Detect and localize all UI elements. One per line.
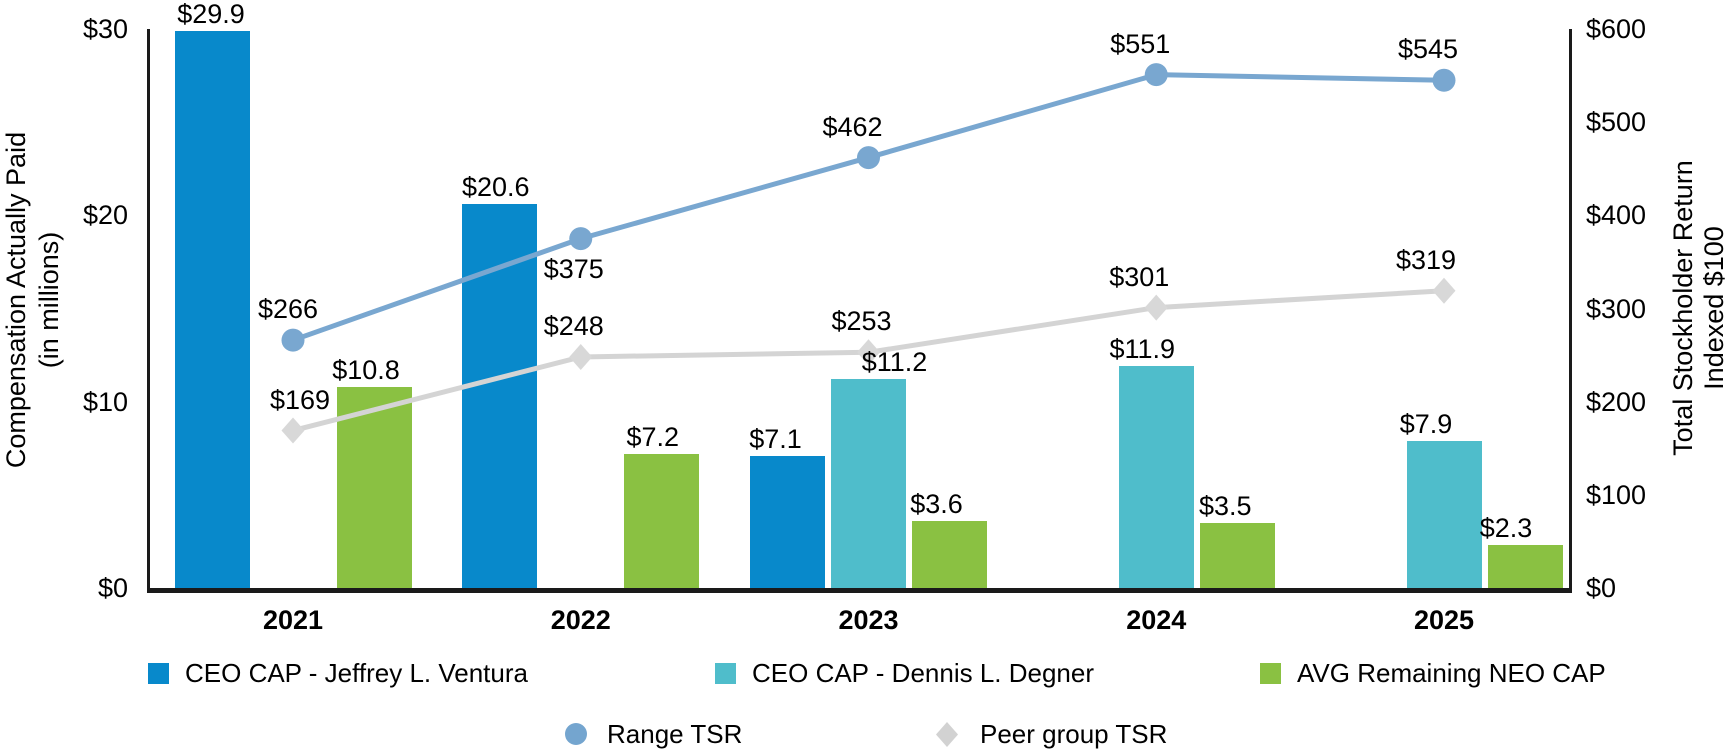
bar	[1487, 545, 1563, 588]
left-axis-tick-label: $10	[82, 386, 128, 417]
line-value-label: $545	[1397, 34, 1459, 65]
bar-value-label: $7.2	[626, 421, 680, 452]
line-value-label: $248	[543, 310, 604, 341]
legend-square-swatch	[1260, 662, 1281, 684]
right-axis-tick-label: $500	[1586, 107, 1647, 138]
bar-value-label: $11.2	[861, 347, 928, 378]
right-axis-tick-label: $400	[1586, 200, 1647, 231]
legend-square-swatch	[148, 662, 169, 684]
bar	[624, 453, 700, 588]
line-value-label: $253	[831, 306, 892, 337]
legend-label: CEO CAP - Jeffrey L. Ventura	[185, 658, 528, 688]
left-axis-tick-label: $20	[82, 200, 128, 231]
left-axis-tick-label: $0	[97, 573, 128, 603]
bar-value-label: $3.6	[910, 488, 963, 519]
bar-value-label: $10.8	[332, 354, 400, 385]
right-axis-tick-label: $600	[1586, 14, 1647, 44]
legend-diamond-marker-icon	[936, 721, 958, 747]
circle-marker	[857, 146, 880, 170]
bar-value-label: $3.5	[1198, 490, 1252, 521]
diamond-marker	[281, 417, 305, 444]
line-value-label: $169	[269, 384, 331, 415]
left-axis-tick-label: $30	[82, 14, 128, 44]
bar	[1118, 366, 1194, 588]
right-axis-title-line1: Total Stockholder Return	[1668, 160, 1698, 456]
bar	[750, 455, 825, 588]
right-axis-tick-label: $100	[1586, 479, 1647, 510]
legend-item-bar-series: CEO CAP - Jeffrey L. Ventura	[148, 652, 528, 694]
legend-item-line-series: Peer group TSR	[936, 713, 1167, 752]
bar-value-label: $7.9	[1399, 408, 1453, 439]
legend-label: Peer group TSR	[980, 719, 1168, 749]
x-axis-line	[147, 588, 1572, 593]
right-axis-tick-label: $300	[1586, 293, 1647, 324]
legend-label: CEO CAP - Dennis L. Degner	[752, 658, 1094, 688]
x-axis-year-label: 2025	[1413, 605, 1475, 635]
left-axis-title-line2: (in millions)	[34, 231, 64, 369]
bar	[1199, 522, 1275, 588]
diamond-marker	[569, 343, 593, 370]
circle-marker	[281, 328, 305, 352]
right-axis-tick-label: $0	[1586, 573, 1617, 603]
x-axis-year-label: 2021	[262, 605, 324, 635]
diamond-marker	[1432, 277, 1456, 304]
bar	[462, 204, 538, 588]
circle-marker	[1144, 63, 1168, 87]
circle-marker	[569, 227, 593, 251]
bar-value-label: $2.3	[1479, 513, 1533, 544]
bar	[174, 30, 250, 588]
legend-item-bar-series: CEO CAP - Dennis L. Degner	[715, 652, 1094, 694]
legend-label: Range TSR	[607, 719, 743, 749]
bar-value-label: $11.9	[1109, 334, 1176, 365]
x-axis-year-label: 2024	[1126, 605, 1187, 635]
legend-circle-marker-icon	[565, 723, 587, 745]
x-axis-year-label: 2023	[838, 605, 899, 635]
right-axis-title-line2: Indexed $100	[1699, 226, 1729, 390]
line-value-label: $551	[1110, 28, 1171, 59]
line-value-label: $319	[1395, 244, 1457, 275]
bar	[912, 520, 987, 588]
circle-marker	[1432, 68, 1456, 92]
bar	[1406, 440, 1482, 588]
line-value-label: $462	[822, 111, 883, 142]
legend-item-line-series: Range TSR	[565, 713, 742, 752]
diamond-marker	[1144, 294, 1168, 321]
legend-square-swatch	[715, 662, 736, 684]
right-axis-line	[1569, 29, 1572, 593]
legend-label: AVG Remaining NEO CAP	[1297, 658, 1606, 688]
bar-value-label: $29.9	[177, 0, 245, 29]
line-value-label: $301	[1109, 261, 1170, 292]
bar-value-label: $20.6	[461, 172, 530, 203]
legend-item-bar-series: AVG Remaining NEO CAP	[1260, 652, 1606, 694]
line-value-label: $266	[257, 294, 319, 325]
line-value-label: $375	[543, 253, 604, 284]
right-axis-title: Total Stockholder Return Indexed $100	[1668, 160, 1730, 456]
x-axis-year-label: 2022	[550, 605, 611, 635]
left-axis-title-line1: Compensation Actually Paid	[1, 131, 31, 469]
left-axis-line	[147, 29, 150, 593]
bar	[831, 379, 906, 588]
bar-value-label: $7.1	[749, 423, 802, 454]
right-axis-tick-label: $200	[1586, 386, 1647, 417]
bar	[336, 386, 412, 588]
left-axis-title: Compensation Actually Paid (in millions)	[0, 132, 66, 468]
